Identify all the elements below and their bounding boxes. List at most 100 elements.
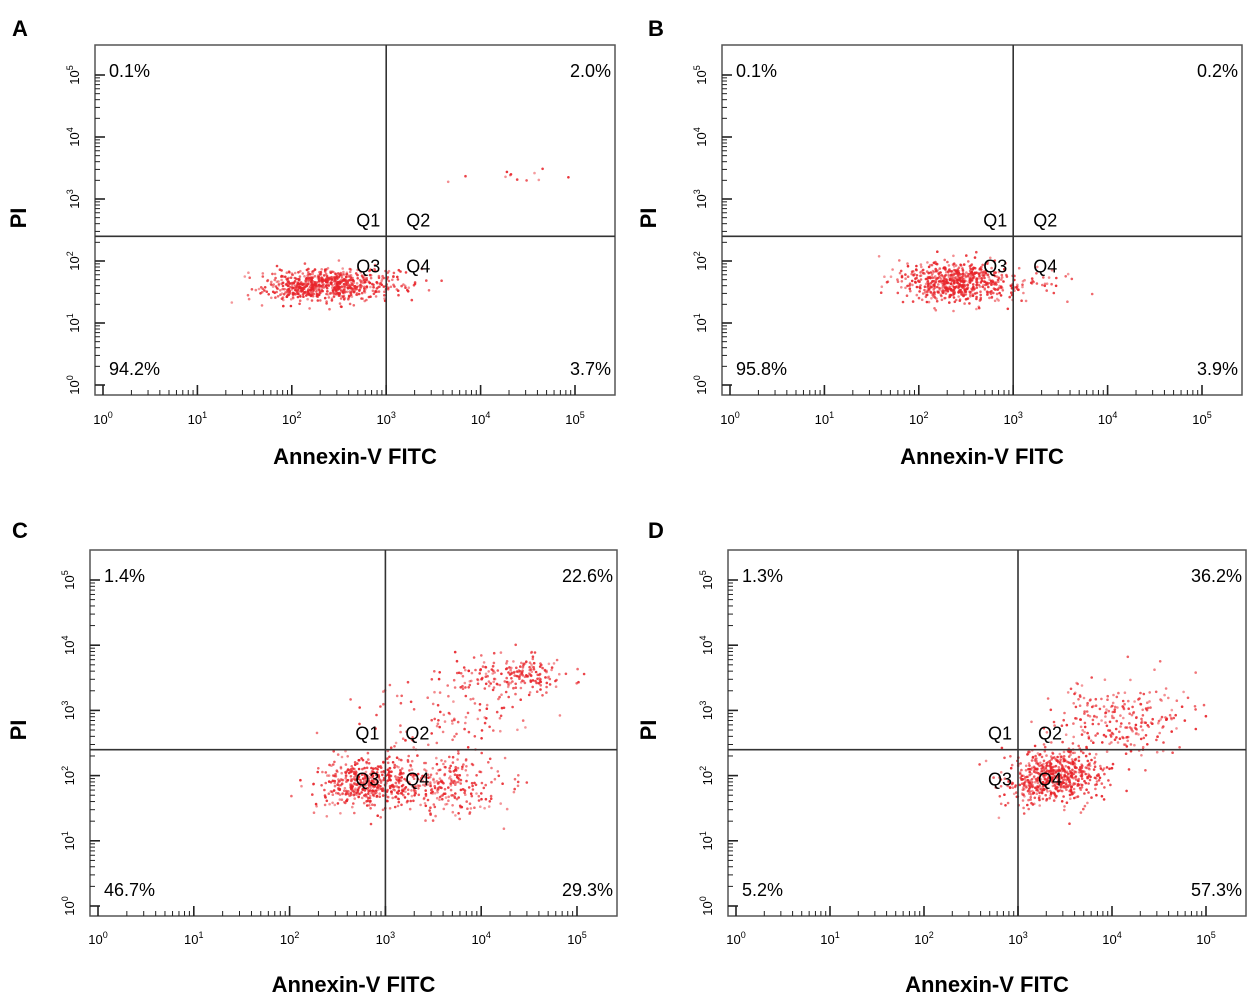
scatter-point	[351, 276, 354, 280]
scatter-point	[952, 289, 955, 293]
scatter-point	[1170, 730, 1173, 733]
scatter-point	[1065, 770, 1069, 773]
scatter-point	[307, 287, 311, 290]
scatter-point	[911, 300, 915, 303]
scatter-point	[995, 292, 999, 296]
scatter-point	[304, 279, 307, 283]
scatter-point	[467, 730, 471, 734]
scatter-point	[333, 287, 336, 290]
scatter-point	[375, 771, 379, 774]
scatter-point	[261, 275, 265, 278]
scatter-point	[1036, 768, 1039, 771]
scatter-point	[363, 281, 367, 284]
scatter-point	[451, 755, 455, 759]
scatter-point	[455, 671, 459, 675]
scatter-point	[438, 691, 442, 694]
scatter-point	[417, 787, 420, 790]
scatter-point	[1050, 282, 1053, 286]
scatter-point	[1113, 708, 1117, 711]
scatter-point	[926, 261, 929, 264]
scatter-point	[492, 661, 496, 665]
scatter-point	[472, 656, 476, 659]
scatter-point	[1060, 724, 1064, 727]
scatter-point	[1194, 708, 1197, 711]
scatter-point	[405, 779, 408, 782]
scatter-point	[427, 289, 431, 292]
scatter-point	[469, 698, 473, 701]
scatter-point	[1102, 733, 1106, 737]
scatter-point	[333, 760, 336, 764]
scatter-point	[382, 702, 385, 706]
scatter-point	[468, 683, 472, 687]
scatter-point	[331, 779, 335, 783]
scatter-point	[315, 805, 318, 808]
scatter-point	[404, 739, 407, 742]
scatter-point	[984, 271, 988, 275]
scatter-point	[1045, 289, 1048, 292]
scatter-point	[325, 287, 329, 290]
scatter-point	[1088, 715, 1092, 718]
scatter-point	[487, 684, 491, 688]
scatter-point	[370, 776, 373, 780]
scatter-point	[459, 782, 463, 785]
scatter-point	[943, 277, 946, 281]
scatter-point	[992, 776, 995, 779]
scatter-point	[358, 722, 361, 726]
scatter-point	[346, 290, 349, 294]
scatter-point	[473, 735, 477, 738]
scatter-point	[371, 289, 375, 293]
scatter-point	[399, 701, 403, 705]
y-tick-label: 104	[692, 127, 709, 146]
scatter-point	[953, 300, 957, 304]
scatter-point	[480, 737, 483, 740]
scatter-point	[271, 272, 274, 276]
scatter-point	[1003, 777, 1007, 780]
scatter-point	[387, 279, 391, 283]
scatter-point	[433, 805, 437, 809]
scatter-point	[417, 784, 421, 788]
scatter-point	[474, 668, 477, 672]
scatter-point	[1114, 727, 1118, 731]
scatter-point	[1062, 750, 1066, 754]
scatter-point	[524, 726, 527, 729]
scatter-point	[449, 784, 453, 787]
scatter-point	[392, 271, 396, 275]
scatter-point	[349, 791, 353, 795]
scatter-point	[1100, 697, 1103, 701]
scatter-point	[500, 672, 503, 676]
scatter-points	[877, 250, 1094, 313]
scatter-point	[270, 283, 273, 287]
quadrant-percent-q1: 0.1%	[109, 61, 150, 81]
scatter-point	[986, 290, 990, 294]
scatter-point	[1041, 769, 1044, 773]
scatter-point	[933, 281, 937, 285]
scatter-point	[368, 281, 372, 285]
scatter-point	[290, 288, 294, 291]
scatter-point	[312, 292, 316, 296]
scatter-point	[911, 283, 914, 287]
scatter-point	[372, 292, 376, 296]
scatter-point	[376, 783, 380, 787]
scatter-point	[484, 783, 488, 787]
scatter-point	[298, 299, 302, 303]
scatter-point	[980, 279, 984, 283]
scatter-point	[1086, 704, 1089, 707]
scatter-point	[446, 684, 450, 687]
scatter-point	[950, 269, 954, 273]
scatter-point	[1022, 782, 1026, 785]
scatter-point	[492, 680, 496, 684]
scatter-point	[275, 280, 279, 284]
scatter-point	[315, 288, 319, 292]
scatter-point	[1089, 739, 1093, 742]
scatter-point	[1042, 743, 1046, 746]
scatter-point	[478, 672, 482, 675]
y-tick-label: 102	[692, 251, 709, 270]
scatter-point	[287, 276, 291, 280]
scatter-point	[987, 285, 990, 289]
scatter-point	[338, 292, 342, 296]
scatter-point	[1070, 771, 1074, 774]
scatter-point	[1111, 704, 1114, 708]
scatter-point	[337, 259, 341, 262]
scatter-point	[1094, 787, 1097, 791]
scatter-point	[331, 801, 334, 805]
